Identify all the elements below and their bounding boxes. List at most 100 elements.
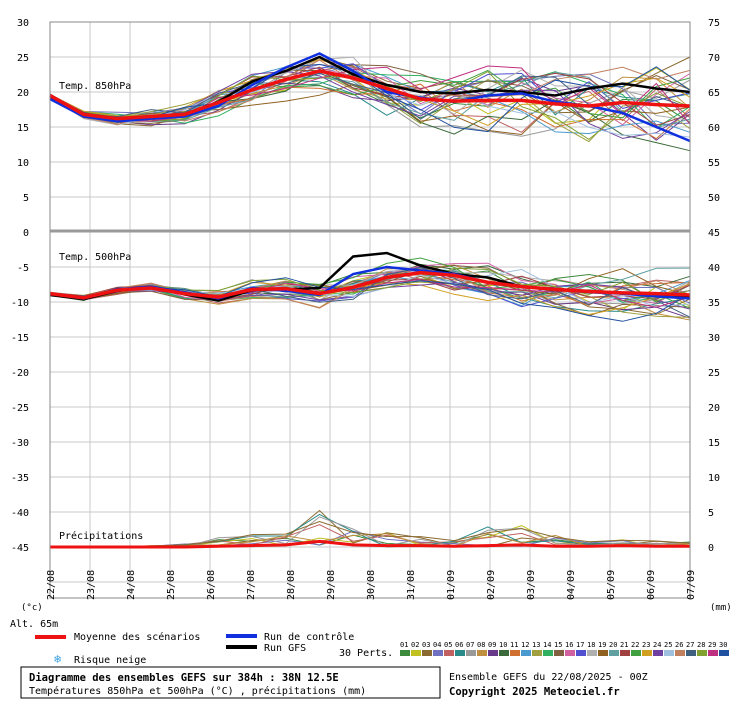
member-swatch-28 [697,650,707,656]
left-tick-label: 15 [17,123,29,134]
member-number-30: 30 [719,641,727,649]
member-number-15: 15 [554,641,562,649]
legend: Moyenne des scénarios Run de contrôle Ru… [35,631,729,666]
member-number-28: 28 [697,641,705,649]
member-swatch-18 [587,650,597,656]
x-tick-label: 06/09 [646,570,657,600]
mean-line-850 [49,69,691,121]
x-tick-label: 05/09 [606,570,617,600]
member-swatch-24 [653,650,663,656]
x-tick-label: 07/09 [686,570,697,600]
member-number-13: 13 [532,641,540,649]
member-swatch-29 [708,650,718,656]
mean-line-500 [49,270,691,300]
member-swatch-16 [565,650,575,656]
member-legend: 01 02 03 04 05 06 07 08 09 10 11 12 13 14 15 16 17 18 19 20… [400,641,729,656]
title-box [20,666,441,699]
member-number-06: 06 [455,641,463,649]
member-swatch-15 [554,650,564,656]
snowflake-icon: ❄ [54,652,61,666]
member-swatch-25 [664,650,674,656]
member-number-10: 10 [499,641,507,649]
member-swatch-09 [488,650,498,656]
left-tick-label: -15 [11,333,29,344]
member-swatch-02 [411,650,421,656]
x-tick-label: 04/09 [566,570,577,600]
right-axis-unit: (mm) [710,603,732,613]
precip-mean-line [50,539,690,549]
panel-label-precip: Précipitations [59,530,143,542]
member-swatch-26 [675,650,685,656]
x-tick-label: 22/08 [46,570,57,600]
left-tick-label: -30 [11,438,29,449]
x-tick-label: 28/08 [286,570,297,600]
legend-perts-label: 30 Perts. [339,648,393,659]
plot-frame [49,21,691,599]
left-tick-label: 30 [17,18,29,29]
altitude-label: Alt. 65m [10,619,58,630]
member-number-11: 11 [510,641,518,649]
x-tick-label: 25/08 [166,570,177,600]
right-tick-label-bottom: 20 [708,403,720,414]
left-tick-label: -35 [11,473,29,484]
member-number-23: 23 [642,641,650,649]
member-number-19: 19 [598,641,606,649]
left-tick-label: 5 [23,193,29,204]
right-tick-label-top: 60 [708,123,720,134]
x-tick-label: 30/08 [366,570,377,600]
panel-label-t500: Temp. 500hPa [59,252,131,263]
x-tick-label: 02/09 [486,570,497,600]
member-swatch-13 [532,650,542,656]
right-tick-label-bottom: 25 [708,368,720,379]
member-number-29: 29 [708,641,716,649]
member-number-04: 04 [433,641,441,649]
frame-layer [49,21,691,599]
member-number-07: 07 [466,641,474,649]
chart-subtitle: Températures 850hPa et 500hPa (°C) , pré… [29,685,366,697]
member-number-25: 25 [664,641,672,649]
member-swatch-05 [444,650,454,656]
member-swatch-21 [620,650,630,656]
member-number-14: 14 [543,641,551,649]
x-tick-label: 26/08 [206,570,217,600]
member-number-09: 09 [488,641,496,649]
legend-gfs-label: Run GFS [264,643,306,654]
chart-title: Diagramme des ensembles GEFS sur 384h : … [29,672,339,684]
right-tick-label-top: 55 [708,158,720,169]
left-tick-label: -45 [11,543,29,554]
member-swatch-08 [477,650,487,656]
member-number-27: 27 [686,641,694,649]
right-tick-label-bottom: 15 [708,438,720,449]
run-info: Ensemble GEFS du 22/08/2025 - 00Z [449,672,648,683]
precip-layer [50,509,691,549]
member-number-22: 22 [631,641,639,649]
ticks-layer: 302520151050-5-10-15-20-25-30-35-40-4575… [11,18,720,600]
member-swatch-10 [499,650,509,656]
member-line-850-27 [49,72,691,120]
left-tick-label: -25 [11,403,29,414]
member-swatch-27 [686,650,696,656]
member-number-20: 20 [609,641,617,649]
member-swatch-04 [433,650,443,656]
legend-mean-label: Moyenne des scénarios [74,631,200,643]
right-tick-label-bottom: 40 [708,263,720,274]
member-swatch-11 [510,650,520,656]
right-tick-label-bottom: 5 [708,508,714,519]
x-tick-label: 29/08 [326,570,337,600]
right-tick-label-bottom: 0 [708,543,714,554]
x-tick-label: 01/09 [446,570,457,600]
member-number-24: 24 [653,641,661,649]
x-tick-label: 03/09 [526,570,537,600]
right-tick-label-bottom: 10 [708,473,720,484]
right-tick-label-top: 50 [708,193,720,204]
member-swatch-03 [422,650,432,656]
member-swatch-06 [455,650,465,656]
member-number-18: 18 [587,641,595,649]
legend-snow-label: Risque neige [74,655,146,666]
x-tick-label: 24/08 [126,570,137,600]
left-tick-label: -20 [11,368,29,379]
left-tick-label: 0 [23,228,29,239]
member-swatch-07 [466,650,476,656]
